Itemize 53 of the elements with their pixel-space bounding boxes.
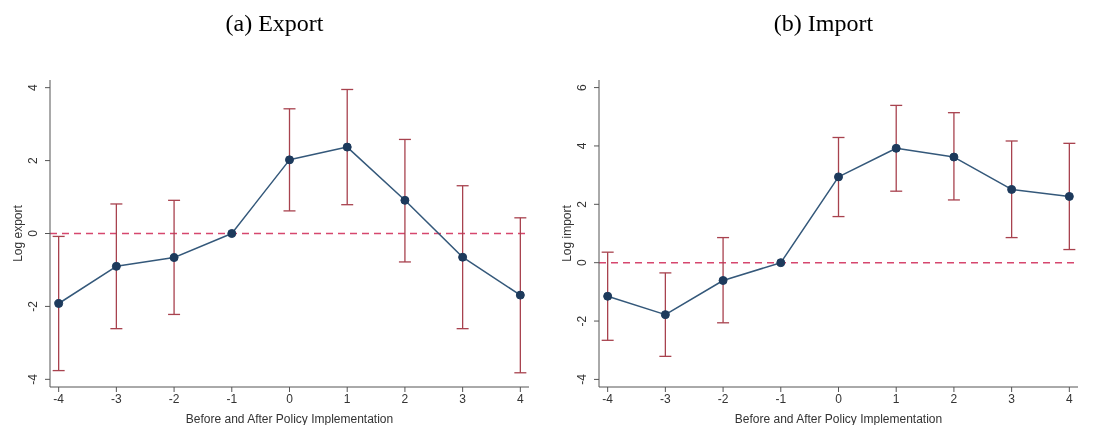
x-tick-label: 3 (459, 391, 467, 406)
point (1007, 184, 1017, 194)
y-tick-label: 0 (26, 229, 40, 237)
x-tick-label: -1 (226, 391, 238, 406)
chart-title: (a) Export (224, 10, 325, 38)
point (603, 291, 613, 301)
x-tick-label: -4 (53, 391, 65, 406)
point (1064, 191, 1074, 201)
x-tick-label: 4 (517, 391, 524, 406)
x-tick-label: 2 (401, 391, 409, 406)
x-tick-label: 0 (286, 391, 294, 406)
point (342, 142, 352, 152)
point (660, 310, 670, 320)
x-tick-label: 3 (1008, 391, 1016, 406)
x-tick-label: -3 (111, 391, 123, 406)
x-tick-label: 0 (835, 391, 843, 406)
point (111, 261, 121, 271)
x-tick-label: 2 (950, 391, 958, 406)
x-axis-title: Before and After Policy Implementation (185, 412, 394, 426)
point (285, 155, 294, 165)
y-axis-title: Log import (560, 204, 575, 262)
point (776, 258, 786, 268)
y-tick-label: 4 (26, 84, 40, 91)
y-tick-label: -4 (26, 373, 40, 385)
point (515, 290, 525, 300)
x-tick-label: 1 (892, 391, 900, 406)
point (400, 195, 410, 205)
y-tick-label: 2 (26, 156, 40, 164)
point (834, 172, 843, 182)
x-tick-label: 4 (1066, 391, 1073, 406)
x-axis-title: Before and After Policy Implementation (734, 412, 943, 426)
point (458, 252, 468, 262)
y-tick-label: 4 (575, 142, 589, 150)
point (54, 299, 64, 309)
x-tick-label: -2 (717, 391, 729, 406)
point (949, 152, 959, 162)
x-tick-label: -2 (168, 391, 180, 406)
chart-title: (b) Import (772, 10, 875, 38)
point (891, 143, 901, 153)
x-tick-label: 1 (343, 391, 351, 406)
x-tick-label: -1 (775, 391, 787, 406)
y-tick-label: 2 (575, 200, 589, 208)
y-tick-label: -4 (575, 373, 589, 385)
y-tick-label: 0 (575, 259, 589, 267)
y-tick-label: 6 (575, 83, 589, 91)
y-tick-label: -2 (26, 300, 40, 312)
x-tick-label: -4 (602, 391, 614, 406)
point (169, 253, 179, 263)
x-tick-label: -3 (660, 391, 672, 406)
point (227, 229, 237, 238)
y-axis-title: Log export (11, 204, 26, 262)
y-tick-label: -2 (575, 315, 589, 327)
point (718, 275, 728, 285)
